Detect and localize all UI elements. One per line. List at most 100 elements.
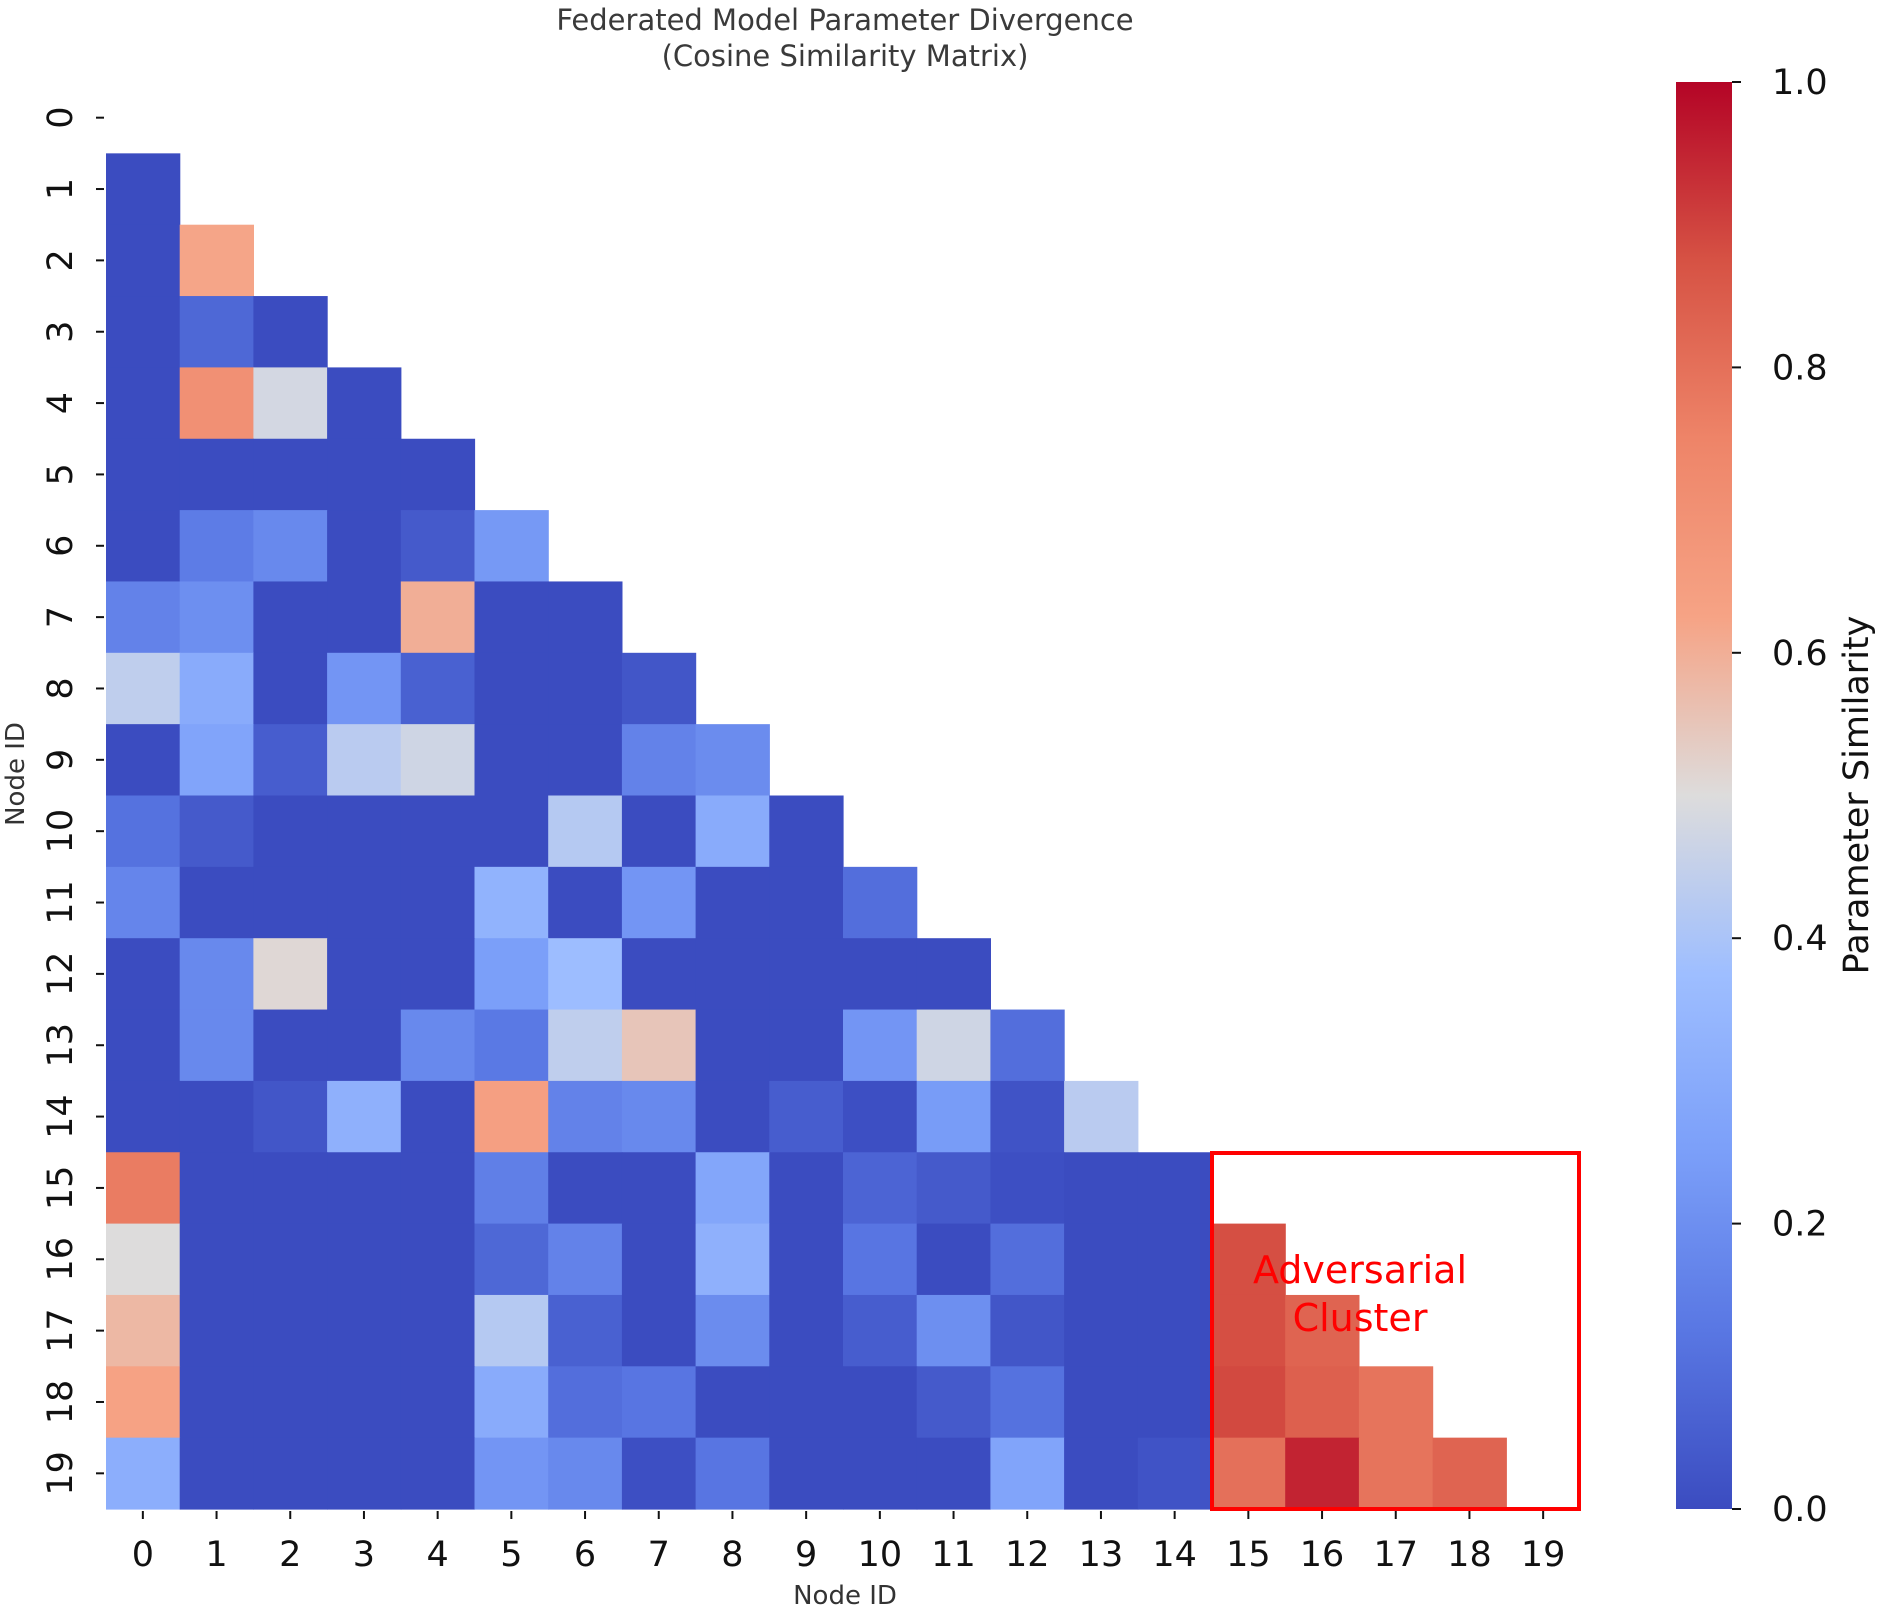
heatmap-cell-17-2 bbox=[253, 1294, 328, 1367]
heatmap-cell-18-15 bbox=[1211, 1366, 1286, 1439]
x-tick-label: 16 bbox=[1300, 1535, 1345, 1575]
heatmap-cell-14-11 bbox=[916, 1080, 991, 1153]
heatmap-cell-18-13 bbox=[1064, 1366, 1139, 1439]
heatmap-cell-10-5 bbox=[474, 795, 549, 868]
heatmap-cell-16-11 bbox=[916, 1223, 991, 1296]
heatmap-cell-11-0 bbox=[106, 866, 181, 939]
heatmap-cell-7-0 bbox=[106, 581, 181, 654]
heatmap-cell-17-6 bbox=[548, 1294, 623, 1367]
heatmap-cell-13-8 bbox=[695, 1009, 770, 1082]
heatmap-cell-16-14 bbox=[1137, 1223, 1213, 1296]
heatmap-cell-18-14 bbox=[1137, 1366, 1213, 1439]
chart-subtitle: (Cosine Similarity Matrix) bbox=[662, 39, 1029, 73]
x-tick-label: 1 bbox=[205, 1535, 227, 1575]
heatmap-cell-19-13 bbox=[1064, 1437, 1139, 1510]
heatmap-cell-16-15 bbox=[1211, 1223, 1286, 1296]
colorbar-tick-label: 0.8 bbox=[1772, 348, 1828, 388]
heatmap-cell-15-1 bbox=[179, 1152, 254, 1225]
heatmap-cell-16-13 bbox=[1064, 1223, 1139, 1296]
heatmap-cell-12-3 bbox=[327, 938, 402, 1011]
heatmap-cell-8-6 bbox=[548, 652, 623, 725]
heatmap-cell-8-7 bbox=[621, 652, 697, 725]
heatmap-cell-13-6 bbox=[548, 1009, 623, 1082]
heatmap-cell-18-5 bbox=[474, 1366, 549, 1439]
adversarial-cluster-box bbox=[1210, 1151, 1581, 1511]
x-tick-label: 12 bbox=[1005, 1535, 1050, 1575]
heatmap-cell-19-16 bbox=[1285, 1437, 1360, 1510]
heatmap-cell-19-12 bbox=[990, 1437, 1065, 1510]
heatmap-cell-4-0 bbox=[106, 367, 181, 440]
heatmap-cell-16-7 bbox=[621, 1223, 697, 1296]
heatmap-cell-8-0 bbox=[106, 652, 181, 725]
heatmap-cell-15-9 bbox=[769, 1152, 844, 1225]
heatmap-cell-10-0 bbox=[106, 795, 181, 868]
y-tick-label: 19 bbox=[41, 1451, 81, 1496]
colorbar-tick-label: 0.0 bbox=[1772, 1490, 1828, 1530]
x-tick-label: 11 bbox=[931, 1535, 976, 1575]
heatmap-cell-18-3 bbox=[327, 1366, 402, 1439]
x-tick-label: 9 bbox=[795, 1535, 817, 1575]
heatmap-cell-14-10 bbox=[843, 1080, 918, 1153]
heatmap-cell-18-10 bbox=[843, 1366, 918, 1439]
heatmap-cell-12-4 bbox=[400, 938, 476, 1011]
heatmap-cell-19-18 bbox=[1432, 1437, 1507, 1510]
heatmap-cell-14-2 bbox=[253, 1080, 328, 1153]
heatmap-cells bbox=[106, 153, 1507, 1510]
heatmap-cell-10-3 bbox=[327, 795, 402, 868]
heatmap-cell-16-9 bbox=[769, 1223, 844, 1296]
heatmap-cell-15-7 bbox=[621, 1152, 697, 1225]
heatmap-cell-19-7 bbox=[621, 1437, 697, 1510]
x-tick-label: 0 bbox=[132, 1535, 154, 1575]
heatmap-cell-9-4 bbox=[400, 724, 476, 797]
heatmap-cell-19-14 bbox=[1137, 1437, 1213, 1510]
heatmap-cell-16-6 bbox=[548, 1223, 623, 1296]
heatmap-cell-19-17 bbox=[1358, 1437, 1434, 1510]
heatmap-cell-7-5 bbox=[474, 581, 549, 654]
heatmap-cell-4-2 bbox=[253, 367, 328, 440]
heatmap-cell-11-2 bbox=[253, 866, 328, 939]
heatmap-cell-15-5 bbox=[474, 1152, 549, 1225]
heatmap-cell-11-1 bbox=[179, 866, 254, 939]
heatmap-cell-17-13 bbox=[1064, 1294, 1139, 1367]
heatmap-cell-16-3 bbox=[327, 1223, 402, 1296]
x-tick-label: 4 bbox=[427, 1535, 449, 1575]
colorbar-tick-label: 0.6 bbox=[1772, 634, 1828, 674]
heatmap-cell-12-6 bbox=[548, 938, 623, 1011]
y-tick-label: 13 bbox=[41, 1023, 81, 1068]
heatmap-cell-15-8 bbox=[695, 1152, 770, 1225]
heatmap-cell-17-5 bbox=[474, 1294, 549, 1367]
heatmap-cell-14-6 bbox=[548, 1080, 623, 1153]
heatmap-cell-8-3 bbox=[327, 652, 402, 725]
heatmap-cell-13-10 bbox=[843, 1009, 918, 1082]
heatmap-cell-7-6 bbox=[548, 581, 623, 654]
heatmap-cell-14-7 bbox=[621, 1080, 697, 1153]
heatmap-cell-10-4 bbox=[400, 795, 476, 868]
y-tick-label: 9 bbox=[41, 749, 81, 771]
heatmap-cell-18-7 bbox=[621, 1366, 697, 1439]
heatmap-cell-7-2 bbox=[253, 581, 328, 654]
heatmap-cell-5-2 bbox=[253, 438, 328, 511]
x-tick-label: 6 bbox=[574, 1535, 596, 1575]
y-tick-label: 15 bbox=[41, 1166, 81, 1211]
heatmap-cell-13-4 bbox=[400, 1009, 476, 1082]
heatmap-cell-17-0 bbox=[106, 1294, 181, 1367]
heatmap-cell-14-8 bbox=[695, 1080, 770, 1153]
heatmap-cell-16-4 bbox=[400, 1223, 476, 1296]
x-tick-label: 18 bbox=[1447, 1535, 1492, 1575]
heatmap-cell-11-3 bbox=[327, 866, 402, 939]
x-tick-label: 15 bbox=[1226, 1535, 1271, 1575]
annotation-line-1: Adversarial bbox=[1253, 1248, 1467, 1292]
heatmap-cell-3-1 bbox=[179, 296, 254, 368]
heatmap-cell-8-4 bbox=[400, 652, 476, 725]
heatmap-cell-12-5 bbox=[474, 938, 549, 1011]
x-tick-label: 14 bbox=[1152, 1535, 1197, 1575]
heatmap-cell-5-0 bbox=[106, 438, 181, 511]
x-axis-ticks: 0 1 2 3 4 5 6 7 8 9 10 11 12 13 14 15 16 17 18 19 bbox=[132, 1511, 1565, 1575]
heatmap-cell-16-2 bbox=[253, 1223, 328, 1296]
heatmap-cell-4-3 bbox=[327, 367, 402, 440]
heatmap-cell-18-6 bbox=[548, 1366, 623, 1439]
y-tick-label: 14 bbox=[41, 1094, 81, 1139]
heatmap-cell-18-0 bbox=[106, 1366, 181, 1439]
heatmap-cell-16-5 bbox=[474, 1223, 549, 1296]
heatmap-cell-18-17 bbox=[1358, 1366, 1434, 1439]
